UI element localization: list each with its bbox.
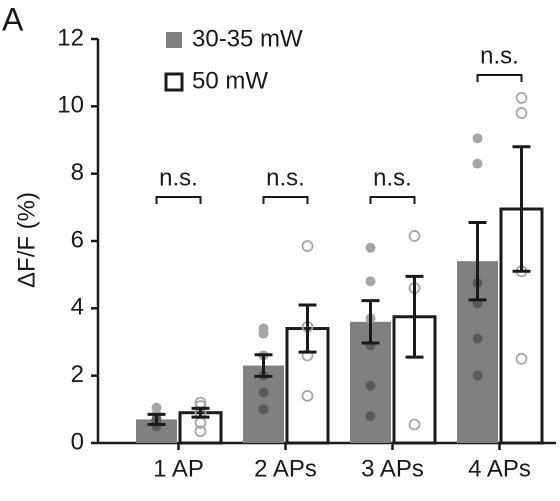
data-point: [472, 370, 483, 381]
x-tick-label: 4 APs: [468, 455, 531, 482]
y-tick-label: 4: [71, 294, 84, 321]
annotation: n.s.: [266, 164, 305, 191]
data-point: [301, 240, 314, 252]
significance-bracket: [369, 196, 416, 204]
data-point: [258, 387, 269, 398]
data-point: [194, 425, 207, 438]
error-bar: [147, 412, 166, 426]
significance-bracket: [476, 74, 523, 82]
data-point: [365, 411, 376, 422]
x-tick-label: 2 APs: [254, 455, 317, 482]
data-point: [365, 276, 376, 287]
y-tick-label: 8: [71, 159, 84, 186]
annotation: n.s.: [373, 164, 412, 191]
annotation: n.s.: [159, 164, 198, 191]
significance-bracket: [155, 196, 202, 204]
data-point: [515, 107, 528, 119]
data-point: [301, 389, 314, 402]
annotation: n.s.: [480, 42, 519, 69]
y-tick-label: 6: [71, 226, 84, 253]
data-point: [472, 133, 483, 144]
error-bar: [254, 353, 273, 378]
data-point: [515, 352, 528, 365]
data-point: [365, 242, 376, 253]
error-bar: [405, 274, 424, 359]
legend-swatch: [164, 72, 184, 92]
data-point: [408, 418, 421, 431]
data-point: [408, 230, 421, 242]
legend-label: 50 mW: [192, 67, 268, 94]
error-bar: [512, 145, 531, 273]
bar: [285, 327, 330, 445]
error-bar: [191, 406, 210, 419]
x-tick-label: 1 AP: [153, 455, 204, 482]
legend-swatch: [166, 32, 182, 48]
data-point: [472, 158, 483, 169]
x-tick-label: 3 APs: [361, 455, 424, 482]
data-point: [472, 333, 483, 344]
bar: [136, 419, 177, 443]
error-bar: [468, 220, 487, 302]
legend-label: 30-35 mW: [192, 25, 303, 52]
error-bar: [298, 303, 317, 354]
error-bar: [361, 299, 380, 345]
data-point: [365, 380, 376, 391]
data-point: [258, 404, 269, 415]
y-tick-label: 12: [57, 24, 84, 51]
y-tick-label: 2: [71, 361, 84, 388]
panel-label: A: [2, 1, 24, 37]
data-point: [258, 328, 269, 339]
y-tick-label: 10: [57, 92, 84, 119]
y-tick-label: 0: [71, 428, 84, 455]
significance-bracket: [262, 196, 309, 204]
y-axis-label: ΔF/F (%): [13, 192, 40, 288]
data-point: [515, 92, 528, 104]
